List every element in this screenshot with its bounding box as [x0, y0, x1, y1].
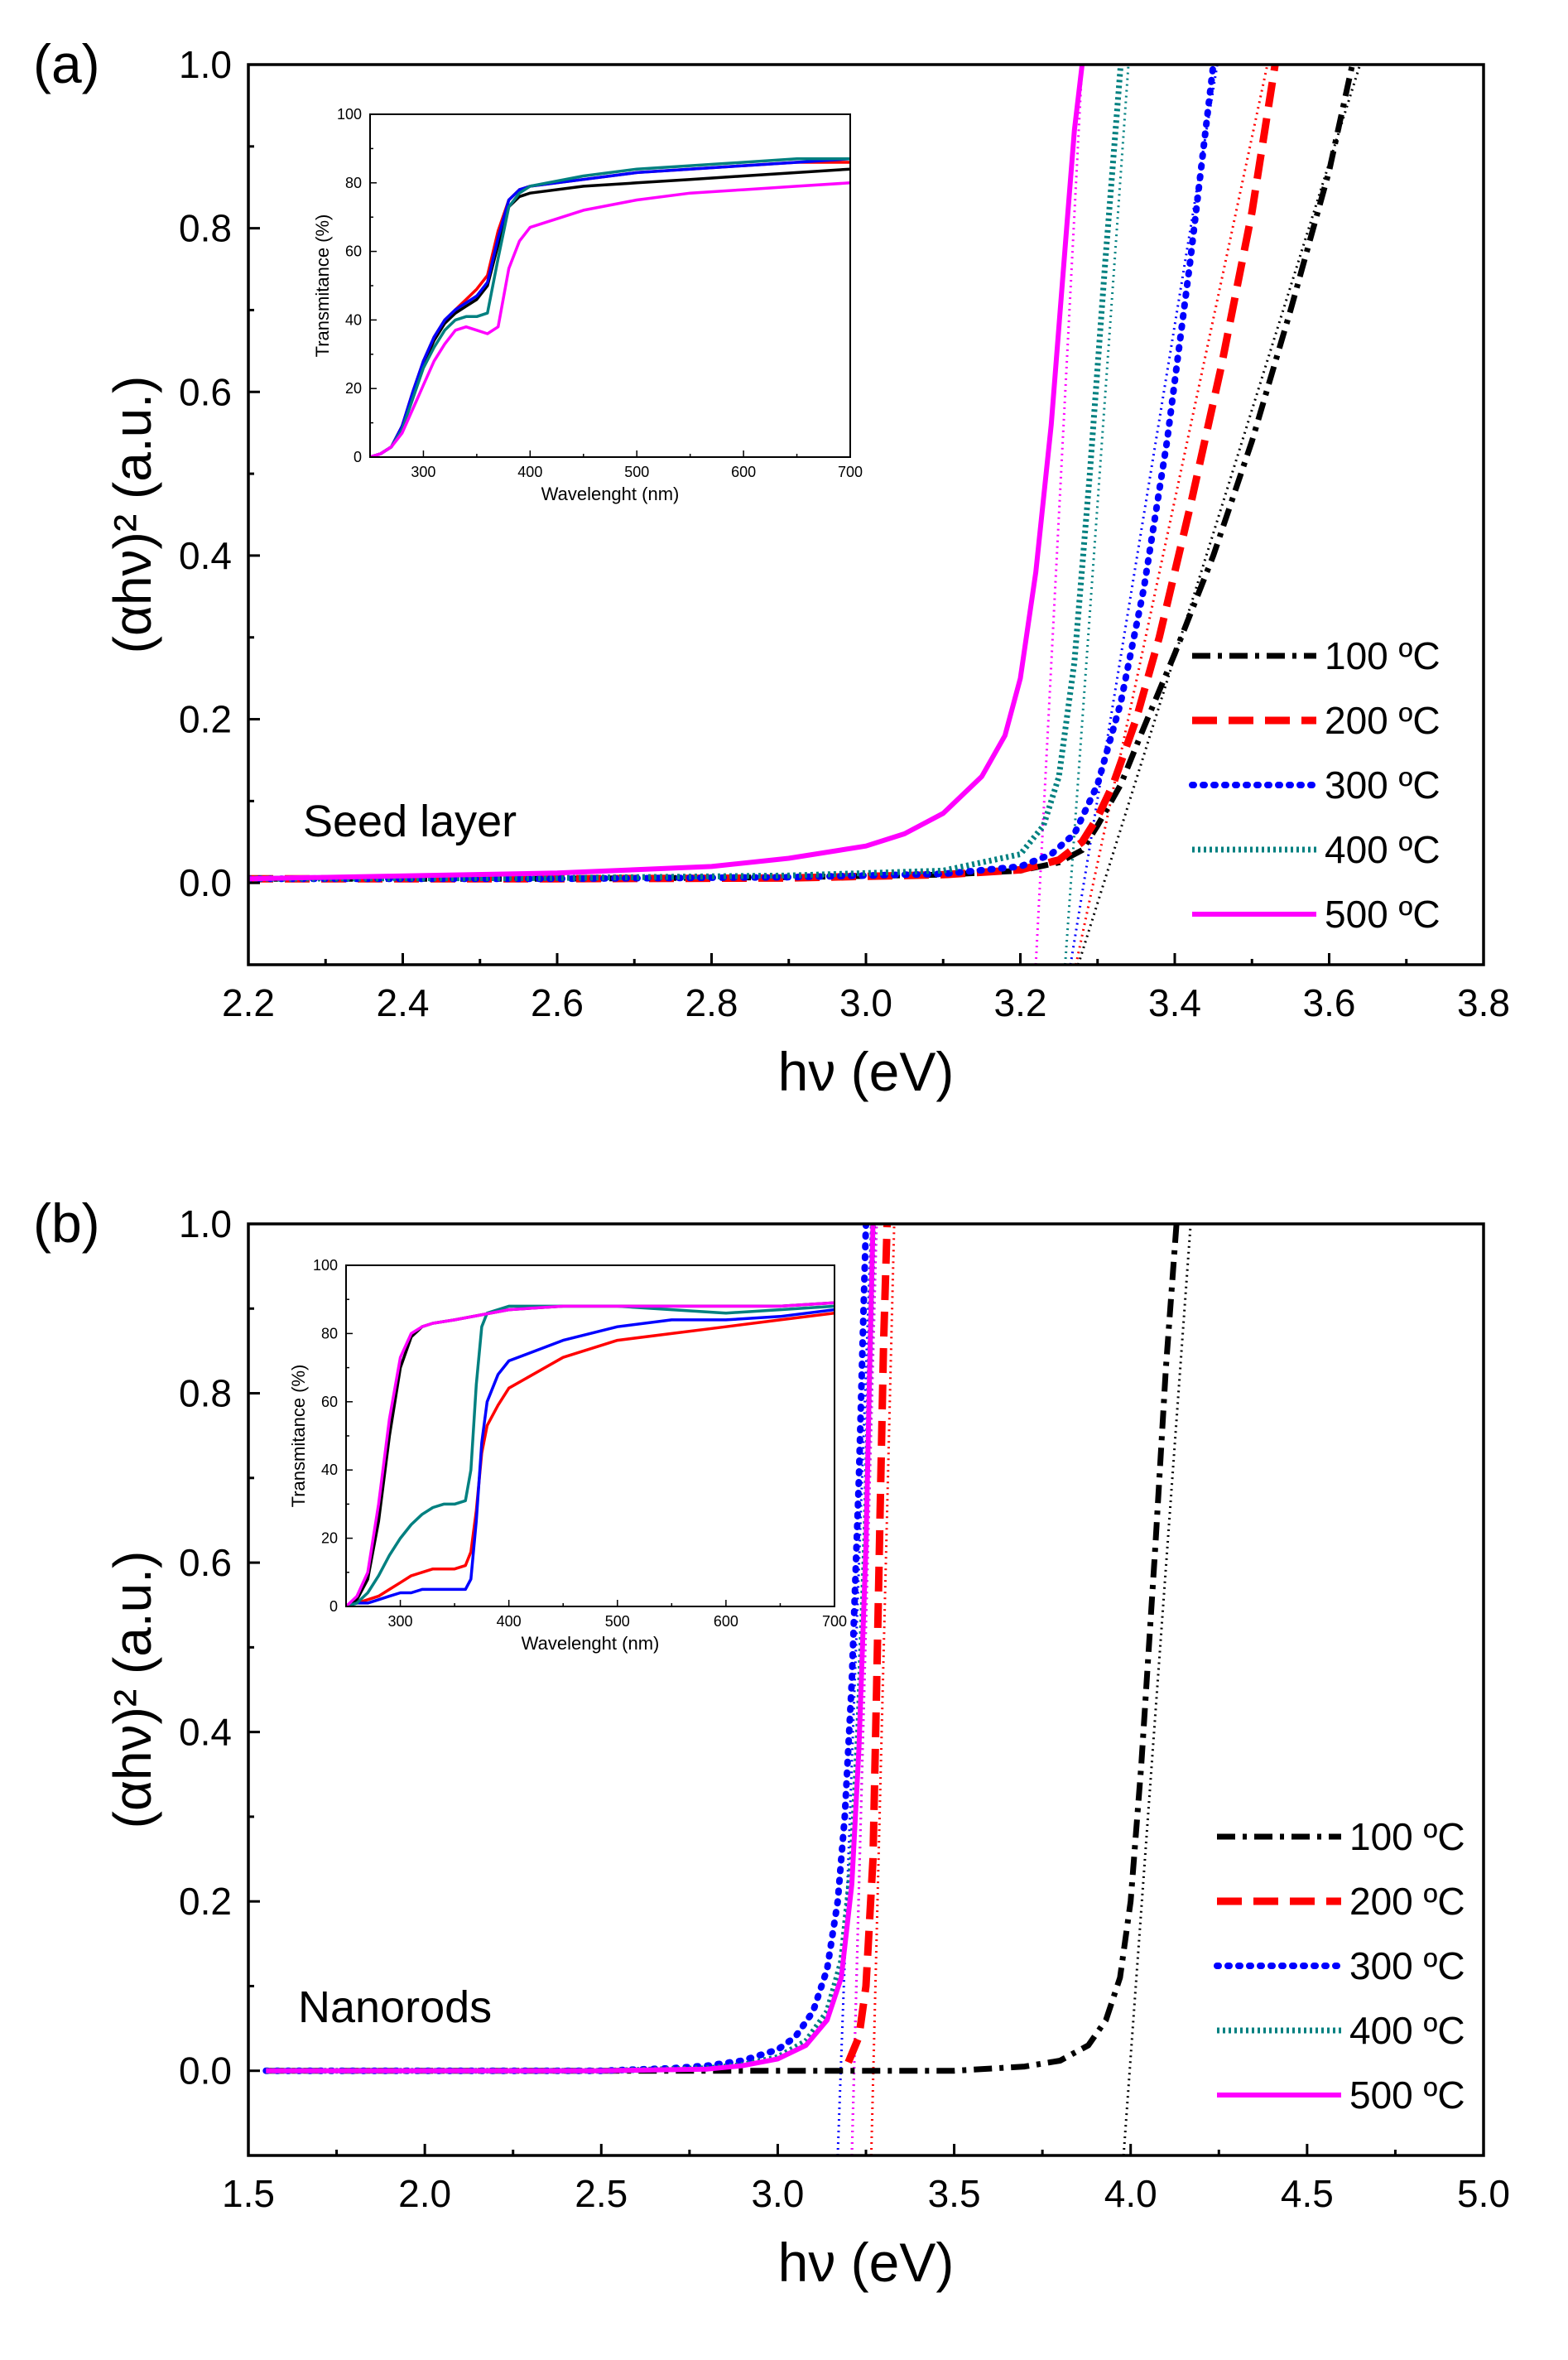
series-200 — [844, 1224, 892, 2064]
legend: 100 ºC 200 ºC 300 ºC 400 ºC 500 ºC — [1214, 1815, 1465, 2117]
inset-y-axis-label: Transmitance (%) — [312, 214, 333, 358]
panel-label: (a) — [33, 33, 100, 94]
y-tick-label: 0.4 — [179, 534, 232, 577]
x-tick-label: 3.8 — [1457, 981, 1510, 1024]
x-tick-label: 2.8 — [685, 981, 738, 1024]
x-tick-label: 3.6 — [1303, 981, 1356, 1024]
x-tick-label: 3.4 — [1148, 981, 1201, 1024]
inset-series-200 — [346, 1311, 835, 1606]
inset-x-tick-label: 300 — [388, 1613, 413, 1630]
panel-b: 1.5 2.0 2.5 3.0 3.5 4.0 4.5 5.0 0.0 0.2 0.4 0.6 0.8 1… — [33, 1192, 1510, 2293]
inset-y-axis-label: Transmitance (%) — [288, 1365, 309, 1508]
y-axis-label: (αhν)² (a.u.) — [103, 1551, 162, 1829]
legend-label-300: 300 ºC — [1325, 763, 1441, 807]
x-tick-label: 4.0 — [1104, 2172, 1157, 2215]
fit-line-100 — [1122, 1224, 1192, 2155]
legend-label-100: 100 ºC — [1349, 1815, 1465, 1858]
y-tick-label: 0.6 — [179, 370, 232, 413]
inset-x-tick-label: 700 — [822, 1613, 847, 1630]
series-500 — [248, 65, 1085, 882]
inset-plot-area — [370, 157, 850, 457]
inset-y-tick-label: 100 — [313, 1257, 338, 1274]
fit-line-100 — [1077, 65, 1362, 965]
inset-series-500 — [370, 181, 850, 457]
inset-x-tick-label: 600 — [731, 464, 756, 480]
x-tick-label: 3.5 — [928, 2172, 981, 2215]
inset-x-axis-label: Wavelenght (nm) — [522, 1633, 660, 1654]
inset-series-400 — [370, 157, 850, 457]
fit-line-300 — [1069, 65, 1219, 965]
y-axis-label: (αhν)² (a.u.) — [103, 376, 162, 654]
inset-y-tick-label: 80 — [321, 1325, 338, 1341]
inset-y-tick-label: 20 — [321, 1530, 338, 1547]
x-tick-label: 3.0 — [751, 2172, 804, 2215]
inset-y-tick-label: 60 — [321, 1394, 338, 1410]
legend-label-500: 500 ºC — [1325, 893, 1441, 936]
inset-y-tick-label: 40 — [321, 1462, 338, 1478]
inset-x-tick-label: 500 — [624, 464, 649, 480]
x-tick-label: 2.4 — [377, 981, 430, 1024]
inset-chart: 300 400 500 600 700 0 20 40 60 80 100 Wavelenght (n… — [288, 1257, 847, 1654]
inset-series-300 — [370, 157, 850, 457]
inset-x-tick-label: 400 — [517, 464, 542, 480]
inset-y-tick-label: 40 — [345, 311, 362, 328]
inset-x-axis-label: Wavelenght (nm) — [541, 484, 680, 504]
y-tick-label: 0.2 — [179, 698, 232, 741]
x-tick-label: 3.0 — [839, 981, 892, 1024]
x-tick-label: 2.0 — [398, 2172, 451, 2215]
legend-label-200: 200 ºC — [1325, 699, 1441, 742]
y-tick-label: 0.8 — [179, 207, 232, 250]
legend-label-300: 300 ºC — [1349, 1944, 1465, 1987]
x-tick-label: 2.6 — [531, 981, 584, 1024]
inset-x-tick-label: 600 — [714, 1613, 738, 1630]
legend-label-100: 100 ºC — [1325, 634, 1441, 677]
y-tick-label: 0.8 — [179, 1372, 232, 1415]
plot-area — [248, 65, 1362, 965]
inset-x-tick-label: 400 — [497, 1613, 522, 1630]
series-500 — [266, 1224, 876, 2073]
series-100 — [248, 65, 1355, 882]
x-tick-label: 2.2 — [222, 981, 275, 1024]
inset-chart: 300 400 500 600 700 0 20 40 60 80 100 Wavelenght (n… — [312, 106, 863, 504]
legend: 100 ºC 200 ºC 300 ºC 400 ºC 500 ºC — [1189, 634, 1441, 936]
panel-a: 2.2 2.4 2.6 2.8 3.0 3.2 3.4 3.6 3.8 0.0 0.2 0.4 0.6 0… — [33, 33, 1510, 1102]
plot-area — [262, 1224, 1192, 2155]
sample-annotation: Nanorods — [298, 1982, 492, 2032]
inset-series-500 — [346, 1301, 835, 1606]
x-tick-label: 1.5 — [222, 2172, 275, 2215]
legend-label-200: 200 ºC — [1349, 1880, 1465, 1923]
inset-y-tick-label: 60 — [345, 243, 362, 260]
inset-y-tick-label: 100 — [337, 106, 362, 123]
inset-x-tick-label: 500 — [605, 1613, 630, 1630]
sample-annotation: Seed layer — [303, 797, 517, 846]
x-axis-label: hν (eV) — [778, 1041, 955, 1102]
inset-plot-area — [346, 1301, 835, 1606]
x-tick-label: 3.2 — [994, 981, 1047, 1024]
y-tick-label: 1.0 — [179, 1202, 232, 1245]
legend-label-500: 500 ºC — [1349, 2073, 1465, 2117]
y-tick-label: 1.0 — [179, 43, 232, 86]
x-tick-label: 4.5 — [1281, 2172, 1334, 2215]
inset-y-tick-label: 80 — [345, 175, 362, 191]
y-tick-label: 0.2 — [179, 1880, 232, 1923]
panel-label: (b) — [33, 1192, 100, 1254]
legend-label-400: 400 ºC — [1325, 828, 1441, 871]
x-tick-label: 2.5 — [575, 2172, 628, 2215]
fit-line-300 — [836, 1224, 873, 2155]
inset-y-tick-label: 0 — [354, 449, 362, 465]
y-tick-label: 0.0 — [179, 2049, 232, 2093]
inset-series-300 — [346, 1308, 835, 1606]
legend-label-400: 400 ºC — [1349, 2009, 1465, 2052]
y-tick-label: 0.0 — [179, 861, 232, 904]
inset-x-tick-label: 700 — [838, 464, 863, 480]
inset-y-tick-label: 20 — [345, 380, 362, 397]
inset-plot-background — [370, 114, 850, 457]
x-axis-label: hν (eV) — [778, 2232, 955, 2293]
y-tick-label: 0.6 — [179, 1541, 232, 1584]
y-tick-label: 0.4 — [179, 1711, 232, 1754]
inset-y-tick-label: 0 — [329, 1598, 338, 1615]
inset-x-tick-label: 300 — [411, 464, 435, 480]
x-tick-label: 5.0 — [1457, 2172, 1510, 2215]
